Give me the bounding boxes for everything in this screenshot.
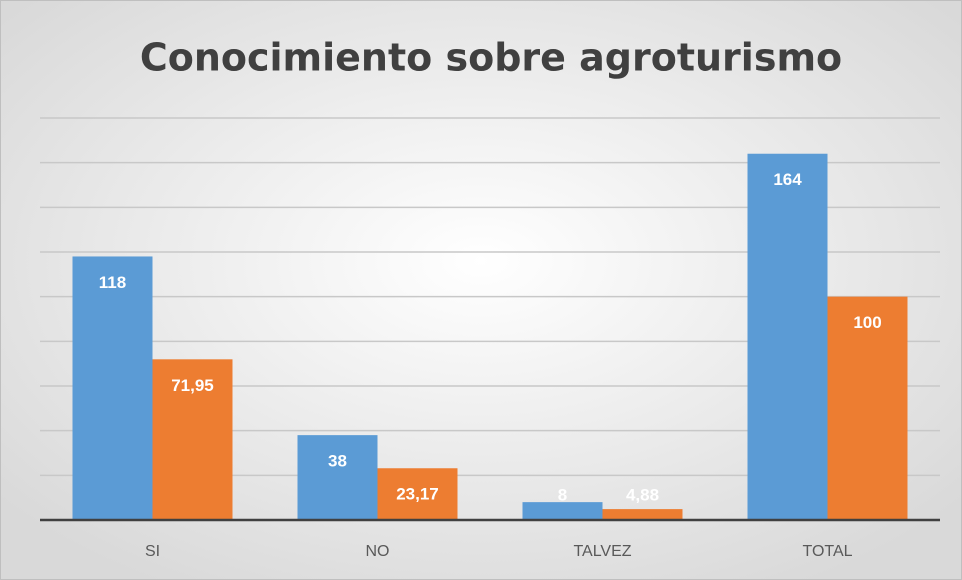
chart-title: Conocimiento sobre agroturismo bbox=[140, 36, 842, 80]
x-tick-label: SI bbox=[145, 543, 160, 560]
bar bbox=[297, 435, 378, 520]
bar bbox=[602, 509, 683, 520]
value-label: 100 bbox=[853, 313, 881, 332]
bar bbox=[72, 256, 153, 520]
x-tick-label: NO bbox=[366, 543, 390, 560]
bar bbox=[747, 153, 828, 520]
value-label: 4,88 bbox=[626, 485, 659, 504]
value-label: 23,17 bbox=[396, 485, 439, 504]
bar bbox=[827, 296, 908, 520]
value-label: 118 bbox=[99, 273, 126, 292]
bar bbox=[522, 502, 603, 520]
value-label: 38 bbox=[328, 452, 347, 471]
value-label: 164 bbox=[773, 170, 802, 189]
value-label: 8 bbox=[558, 485, 567, 504]
value-label: 71,95 bbox=[171, 376, 214, 395]
bar bbox=[377, 468, 458, 520]
x-tick-label: TOTAL bbox=[802, 543, 852, 560]
x-tick-label: TALVEZ bbox=[573, 543, 631, 560]
bar bbox=[152, 359, 233, 520]
